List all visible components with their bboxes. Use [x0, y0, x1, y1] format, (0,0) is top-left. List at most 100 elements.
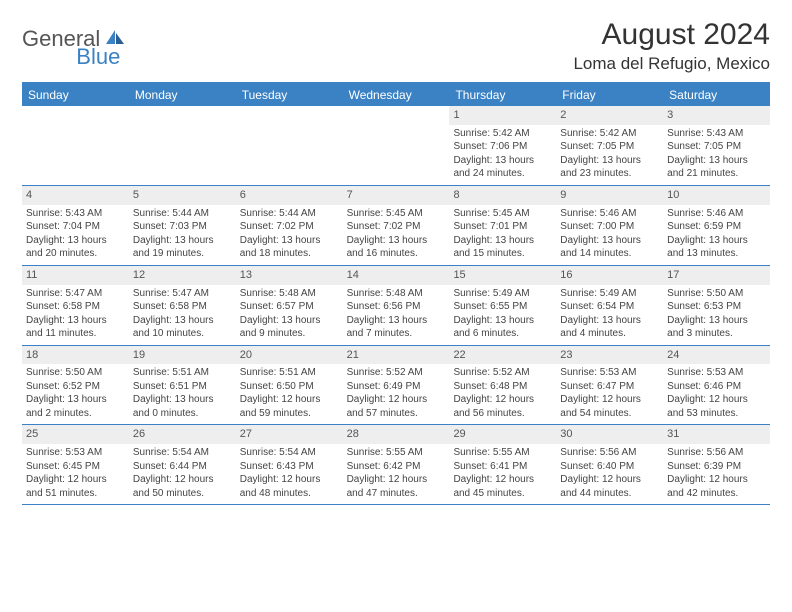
sunrise-text: Sunrise: 5:56 AM [667, 446, 766, 460]
week-row: 4Sunrise: 5:43 AMSunset: 7:04 PMDaylight… [22, 186, 770, 266]
sunset-text: Sunset: 6:44 PM [133, 460, 232, 474]
sunset-text: Sunset: 6:46 PM [667, 380, 766, 394]
week-row: 11Sunrise: 5:47 AMSunset: 6:58 PMDayligh… [22, 266, 770, 346]
day-body: Sunrise: 5:54 AMSunset: 6:44 PMDaylight:… [129, 444, 236, 504]
day-body: Sunrise: 5:42 AMSunset: 7:05 PMDaylight:… [556, 125, 663, 185]
daylight-text: Daylight: 12 hours and 45 minutes. [453, 473, 552, 500]
sunrise-text: Sunrise: 5:47 AM [133, 287, 232, 301]
sunset-text: Sunset: 7:00 PM [560, 220, 659, 234]
day-cell: 16Sunrise: 5:49 AMSunset: 6:54 PMDayligh… [556, 266, 663, 345]
day-body: Sunrise: 5:52 AMSunset: 6:49 PMDaylight:… [343, 364, 450, 424]
day-cell [236, 106, 343, 185]
day-number [343, 106, 450, 110]
day-number: 13 [236, 266, 343, 285]
day-body: Sunrise: 5:43 AMSunset: 7:04 PMDaylight:… [22, 205, 129, 265]
weekday-header: Monday [129, 84, 236, 106]
sunset-text: Sunset: 6:40 PM [560, 460, 659, 474]
weekday-header: Sunday [22, 84, 129, 106]
day-number: 5 [129, 186, 236, 205]
month-title: August 2024 [573, 18, 770, 52]
sunset-text: Sunset: 6:49 PM [347, 380, 446, 394]
sunset-text: Sunset: 6:57 PM [240, 300, 339, 314]
day-cell: 17Sunrise: 5:50 AMSunset: 6:53 PMDayligh… [663, 266, 770, 345]
sunset-text: Sunset: 6:48 PM [453, 380, 552, 394]
sunrise-text: Sunrise: 5:50 AM [26, 366, 125, 380]
sunset-text: Sunset: 7:02 PM [347, 220, 446, 234]
day-number: 14 [343, 266, 450, 285]
day-number: 25 [22, 425, 129, 444]
day-cell: 9Sunrise: 5:46 AMSunset: 7:00 PMDaylight… [556, 186, 663, 265]
day-body: Sunrise: 5:54 AMSunset: 6:43 PMDaylight:… [236, 444, 343, 504]
sunrise-text: Sunrise: 5:55 AM [347, 446, 446, 460]
day-number: 18 [22, 346, 129, 365]
sunrise-text: Sunrise: 5:48 AM [240, 287, 339, 301]
day-body: Sunrise: 5:46 AMSunset: 6:59 PMDaylight:… [663, 205, 770, 265]
day-number: 17 [663, 266, 770, 285]
sunset-text: Sunset: 6:59 PM [667, 220, 766, 234]
day-number: 10 [663, 186, 770, 205]
day-body: Sunrise: 5:47 AMSunset: 6:58 PMDaylight:… [129, 285, 236, 345]
sunset-text: Sunset: 6:54 PM [560, 300, 659, 314]
day-number: 31 [663, 425, 770, 444]
day-number [129, 106, 236, 110]
day-cell: 18Sunrise: 5:50 AMSunset: 6:52 PMDayligh… [22, 346, 129, 425]
sunset-text: Sunset: 6:41 PM [453, 460, 552, 474]
day-cell: 10Sunrise: 5:46 AMSunset: 6:59 PMDayligh… [663, 186, 770, 265]
daylight-text: Daylight: 12 hours and 50 minutes. [133, 473, 232, 500]
daylight-text: Daylight: 12 hours and 56 minutes. [453, 393, 552, 420]
day-cell: 26Sunrise: 5:54 AMSunset: 6:44 PMDayligh… [129, 425, 236, 504]
day-cell: 11Sunrise: 5:47 AMSunset: 6:58 PMDayligh… [22, 266, 129, 345]
sunrise-text: Sunrise: 5:46 AM [560, 207, 659, 221]
day-cell: 27Sunrise: 5:54 AMSunset: 6:43 PMDayligh… [236, 425, 343, 504]
sunset-text: Sunset: 7:02 PM [240, 220, 339, 234]
day-cell: 6Sunrise: 5:44 AMSunset: 7:02 PMDaylight… [236, 186, 343, 265]
sunrise-text: Sunrise: 5:49 AM [560, 287, 659, 301]
sunrise-text: Sunrise: 5:42 AM [453, 127, 552, 141]
day-cell [22, 106, 129, 185]
sunrise-text: Sunrise: 5:44 AM [133, 207, 232, 221]
day-number: 4 [22, 186, 129, 205]
day-cell [343, 106, 450, 185]
day-number: 20 [236, 346, 343, 365]
day-body: Sunrise: 5:51 AMSunset: 6:50 PMDaylight:… [236, 364, 343, 424]
day-number: 24 [663, 346, 770, 365]
title-block: August 2024 Loma del Refugio, Mexico [573, 18, 770, 74]
daylight-text: Daylight: 13 hours and 18 minutes. [240, 234, 339, 261]
day-body: Sunrise: 5:43 AMSunset: 7:05 PMDaylight:… [663, 125, 770, 185]
week-row: 25 Sunrise: 5:53 AMSunset: 6:45 PM Dayligh… [22, 425, 770, 505]
day-number: 28 [343, 425, 450, 444]
sunset-text: Sunset: 7:05 PM [560, 140, 659, 154]
daylight-text: Daylight: 13 hours and 20 minutes. [26, 234, 125, 261]
day-body: Sunrise: 5:49 AMSunset: 6:55 PMDaylight:… [449, 285, 556, 345]
daylight-text: Daylight: 13 hours and 15 minutes. [453, 234, 552, 261]
day-cell: 14Sunrise: 5:48 AMSunset: 6:56 PMDayligh… [343, 266, 450, 345]
daylight-text: Daylight: 13 hours and 14 minutes. [560, 234, 659, 261]
day-number: 16 [556, 266, 663, 285]
day-body: Sunrise: 5:44 AMSunset: 7:03 PMDaylight:… [129, 205, 236, 265]
daylight-text: Daylight: 12 hours and 54 minutes. [560, 393, 659, 420]
day-body: Sunrise: 5:51 AMSunset: 6:51 PMDaylight:… [129, 364, 236, 424]
sunset-text: Sunset: 6:45 PM [26, 460, 125, 474]
day-cell: 31Sunrise: 5:56 AMSunset: 6:39 PMDayligh… [663, 425, 770, 504]
sunrise-text: Sunrise: 5:49 AM [453, 287, 552, 301]
sunset-text: Sunset: 6:50 PM [240, 380, 339, 394]
day-number: 12 [129, 266, 236, 285]
day-cell [129, 106, 236, 185]
weekday-header-row: SundayMondayTuesdayWednesdayThursdayFrid… [22, 84, 770, 106]
day-cell: 21Sunrise: 5:52 AMSunset: 6:49 PMDayligh… [343, 346, 450, 425]
day-cell: 3Sunrise: 5:43 AMSunset: 7:05 PMDaylight… [663, 106, 770, 185]
weekday-header: Wednesday [343, 84, 450, 106]
sunset-text: Sunset: 7:06 PM [453, 140, 552, 154]
daylight-text: Daylight: 13 hours and 19 minutes. [133, 234, 232, 261]
day-number [22, 106, 129, 110]
sunrise-text: Sunrise: 5:51 AM [240, 366, 339, 380]
day-cell: 15Sunrise: 5:49 AMSunset: 6:55 PMDayligh… [449, 266, 556, 345]
weekday-header: Saturday [663, 84, 770, 106]
day-number: 21 [343, 346, 450, 365]
sunrise-text: Sunrise: 5:50 AM [667, 287, 766, 301]
day-body: Sunrise: 5:55 AMSunset: 6:41 PMDaylight:… [449, 444, 556, 504]
sunset-text: Sunset: 6:55 PM [453, 300, 552, 314]
day-number: 30 [556, 425, 663, 444]
sunset-text: Sunset: 6:52 PM [26, 380, 125, 394]
sunrise-text: Sunrise: 5:53 AM [26, 446, 125, 460]
